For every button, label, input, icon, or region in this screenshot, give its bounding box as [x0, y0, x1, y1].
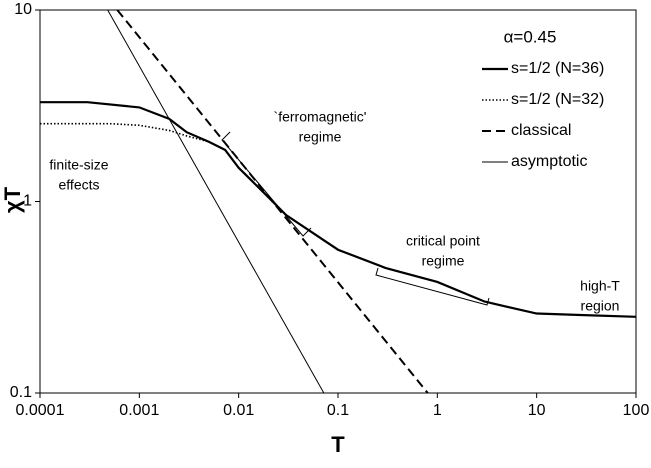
annotation: critical point: [406, 233, 480, 249]
x-tick-label: 1: [433, 402, 442, 419]
x-axis-label: T: [331, 432, 345, 457]
y-tick-label: 0.1: [10, 384, 32, 401]
y-axis-label: χT: [0, 186, 25, 213]
x-tick-label: 0.001: [119, 402, 159, 419]
legend-label: classical: [511, 122, 571, 139]
annotation: high-T: [580, 278, 620, 294]
legend-label: s=1/2 (N=32): [511, 91, 604, 108]
x-tick-label: 0.1: [327, 402, 349, 419]
bracket: [221, 131, 312, 237]
series-line: [40, 122, 209, 143]
x-tick-label: 0.0001: [16, 402, 65, 419]
series-line: [116, 10, 429, 393]
y-tick-label: 1: [23, 193, 32, 210]
annotation: region: [581, 298, 620, 314]
y-tick-label: 10: [14, 1, 32, 18]
legend-title: α=0.45: [504, 27, 557, 46]
annotation: regime: [299, 129, 342, 145]
legend-label: asymptotic: [511, 153, 587, 170]
bracket: [375, 267, 490, 306]
x-tick-label: 10: [528, 402, 546, 419]
annotation: effects: [59, 177, 100, 193]
x-tick-label: 100: [623, 402, 650, 419]
x-tick-label: 0.01: [223, 402, 254, 419]
annotation: `ferromagnetic': [274, 109, 367, 125]
legend-label: s=1/2 (N=36): [511, 60, 604, 77]
annotation: regime: [422, 253, 465, 269]
annotation: finite-size: [49, 157, 108, 173]
series-line: [107, 10, 325, 393]
